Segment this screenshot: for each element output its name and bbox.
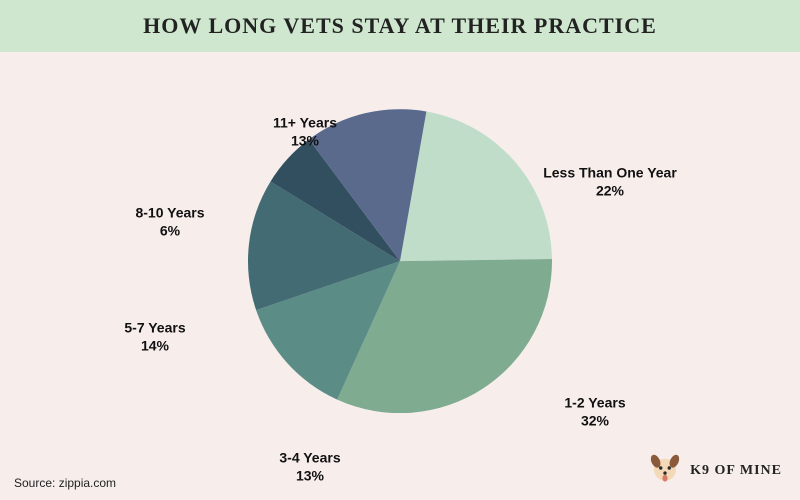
dog-logo-icon xyxy=(648,451,682,490)
brand-text: K9 of Mine xyxy=(690,463,782,479)
pie-slice-label: 5-7 Years14% xyxy=(124,320,185,355)
pie-slice xyxy=(400,111,552,261)
pie-slice-label: Less Than One Year22% xyxy=(543,165,677,200)
pie-slice-label: 1-2 Years32% xyxy=(564,395,625,430)
header-bar: How Long Vets Stay At Their Practice xyxy=(0,0,800,52)
infographic-root: How Long Vets Stay At Their Practice Les… xyxy=(0,0,800,500)
pie-slice-label: 11+ Years13% xyxy=(273,115,337,150)
pie-chart xyxy=(248,109,552,418)
source-text: Source: zippia.com xyxy=(14,476,116,490)
brand: K9 of Mine xyxy=(648,451,782,490)
chart-body: Less Than One Year22% 1-2 Years32% 3-4 Yea… xyxy=(0,52,800,500)
page-title: How Long Vets Stay At Their Practice xyxy=(143,13,657,39)
pie-slice-label: 8-10 Years6% xyxy=(135,205,204,240)
pie-slice-label: 3-4 Years13% xyxy=(279,450,340,485)
